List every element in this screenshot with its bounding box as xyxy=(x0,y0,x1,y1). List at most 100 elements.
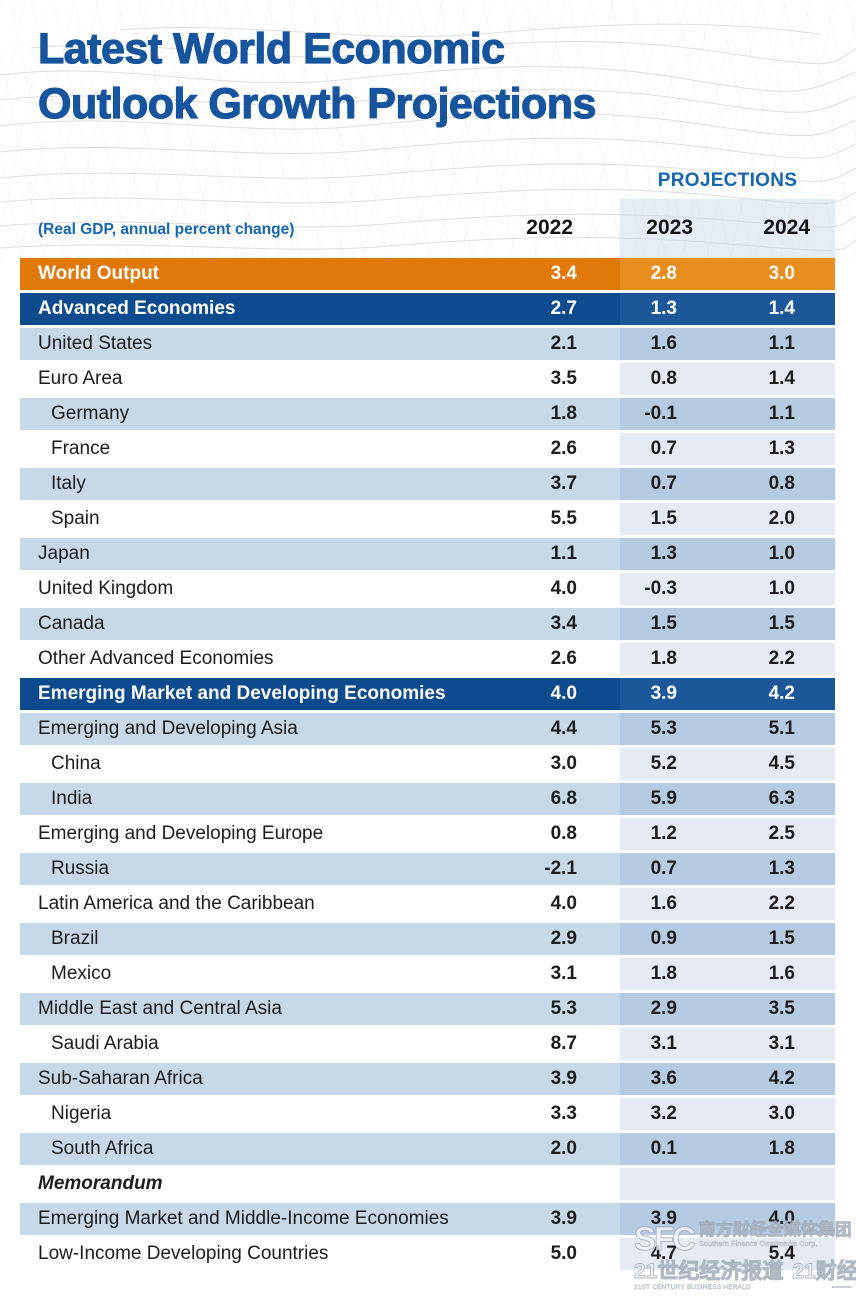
cell-2022: 3.4 xyxy=(550,263,577,284)
cell-2024: 1.4 xyxy=(722,363,835,395)
cell-2022: 8.7 xyxy=(550,1033,577,1054)
table-row: Germany 1.8 -0.1 1.1 xyxy=(20,398,835,430)
cell-2022: 2.7 xyxy=(550,298,577,319)
row-label: Japan xyxy=(38,543,90,564)
cell-2023: 5.2 xyxy=(620,748,722,780)
cell-2024: 1.6 xyxy=(722,958,835,990)
cell-2023: 0.9 xyxy=(620,923,722,955)
cell-2022: 2.9 xyxy=(550,928,577,949)
cell-2024: 1.1 xyxy=(722,398,835,430)
table-row: Emerging and Developing Europe 0.8 1.2 2.5 xyxy=(20,818,835,850)
table-row: Latin America and the Caribbean 4.0 1.6 2.2 xyxy=(20,888,835,920)
row-label: Emerging and Developing Asia xyxy=(38,718,298,739)
gdp-growth-table: World Output 3.4 2.8 3.0 Advanced Economies 2… xyxy=(20,258,835,1273)
table-row: Brazil 2.9 0.9 1.5 xyxy=(20,923,835,955)
table-subtitle: (Real GDP, annual percent change) xyxy=(38,221,295,238)
cell-2024: 2.2 xyxy=(722,888,835,920)
cell-2023 xyxy=(620,1168,722,1200)
cell-2024: 4.2 xyxy=(722,1063,835,1095)
table-row: Saudi Arabia 8.7 3.1 3.1 xyxy=(20,1028,835,1060)
row-label: Emerging Market and Middle-Income Econom… xyxy=(38,1208,449,1229)
year-header-2024: 2024 xyxy=(763,216,810,239)
table-row: Emerging Market and Middle-Income Econom… xyxy=(20,1203,835,1235)
cell-2023: 5.9 xyxy=(620,783,722,815)
cell-2023: 1.2 xyxy=(620,818,722,850)
cell-2022: 3.9 xyxy=(550,1068,577,1089)
cell-2023: 2.8 xyxy=(620,258,722,290)
row-label: Spain xyxy=(51,508,100,529)
table-row: Sub-Saharan Africa 3.9 3.6 4.2 xyxy=(20,1063,835,1095)
page-title: Latest World Economic Outlook Growth Pro… xyxy=(37,22,597,132)
cell-2024: 4.2 xyxy=(722,678,835,710)
row-label: Brazil xyxy=(51,928,99,949)
cell-2024: 3.1 xyxy=(722,1028,835,1060)
table-row: Nigeria 3.3 3.2 3.0 xyxy=(20,1098,835,1130)
cell-2024: 1.0 xyxy=(722,538,835,570)
page-title-line1: Latest World Economic xyxy=(37,24,505,73)
sfc-logo: SFC xyxy=(634,1220,697,1257)
cell-2024: 4.0 xyxy=(722,1203,835,1235)
cell-2023: 0.1 xyxy=(620,1133,722,1165)
cell-2023: 1.6 xyxy=(620,328,722,360)
table-row: France 2.6 0.7 1.3 xyxy=(20,433,835,465)
watermark-row-small: 21ST CENTURY BUSINESS HERALD ▫▫▫▫▫▫▫▫ xyxy=(634,1284,852,1292)
table-row: Canada 3.4 1.5 1.5 xyxy=(20,608,835,640)
cell-2022: 4.4 xyxy=(550,718,577,739)
cell-2022: 2.0 xyxy=(550,1138,577,1159)
cell-2024: 4.5 xyxy=(722,748,835,780)
watermark-herald-cn: 21世纪经济报道 xyxy=(634,1260,784,1283)
watermark-herald-en: 21ST CENTURY BUSINESS HERALD xyxy=(634,1284,751,1291)
row-label: United States xyxy=(38,333,153,354)
cell-2022: 1.1 xyxy=(550,543,577,564)
cell-2022: 3.4 xyxy=(550,613,577,634)
table-row: World Output 3.4 2.8 3.0 xyxy=(20,258,835,290)
row-label: South Africa xyxy=(51,1138,154,1159)
cell-2024: 3.5 xyxy=(722,993,835,1025)
cell-2024: 2.0 xyxy=(722,503,835,535)
projections-label: PROJECTIONS xyxy=(657,170,798,191)
cell-2022: 2.6 xyxy=(550,438,577,459)
cell-2023: 1.6 xyxy=(620,888,722,920)
table-row: Memorandum xyxy=(20,1168,835,1200)
cell-2023: 0.7 xyxy=(620,853,722,885)
watermark-row-sfc: SFC 南方财经全媒体集团 Southern Finance Omnimedia… xyxy=(634,1220,852,1257)
page-title-line2: Outlook Growth Projections xyxy=(37,79,597,128)
table-row: South Africa 2.0 0.1 1.8 xyxy=(20,1133,835,1165)
row-label: Italy xyxy=(51,473,86,494)
row-label: Advanced Economies xyxy=(38,298,236,319)
cell-2022: 0.8 xyxy=(550,823,577,844)
table-row: Low-Income Developing Countries 5.0 4.7 5.4 xyxy=(20,1238,835,1270)
cell-2023: -0.1 xyxy=(620,398,722,430)
row-label: Nigeria xyxy=(51,1103,112,1124)
projections-band xyxy=(620,199,835,258)
cell-2023: 5.3 xyxy=(620,713,722,745)
row-label: Middle East and Central Asia xyxy=(38,998,282,1019)
row-label: Sub-Saharan Africa xyxy=(38,1068,203,1089)
row-label: Canada xyxy=(38,613,105,634)
table-row: Russia -2.1 0.7 1.3 xyxy=(20,853,835,885)
row-label: World Output xyxy=(38,263,160,284)
cell-2023: 3.6 xyxy=(620,1063,722,1095)
watermark: SFC 南方财经全媒体集团 Southern Finance Omnimedia… xyxy=(634,1220,856,1292)
cell-2024: 1.3 xyxy=(722,853,835,885)
table-row: Advanced Economies 2.7 1.3 1.4 xyxy=(20,293,835,325)
cell-2022: 1.8 xyxy=(550,403,577,424)
cell-2023: 3.9 xyxy=(620,678,722,710)
cell-2024: 1.1 xyxy=(722,328,835,360)
cell-2023: 0.7 xyxy=(620,468,722,500)
cell-2022: 2.6 xyxy=(550,648,577,669)
row-label: United Kingdom xyxy=(38,578,174,599)
cell-2024: 1.5 xyxy=(722,923,835,955)
cell-2022: 3.0 xyxy=(550,753,577,774)
cell-2024: 1.3 xyxy=(722,433,835,465)
table-row: United Kingdom 4.0 -0.3 1.0 xyxy=(20,573,835,605)
cell-2023: 4.7 xyxy=(620,1238,722,1270)
cell-2022: 3.1 xyxy=(550,963,577,984)
year-header-2022: 2022 xyxy=(526,216,573,239)
table-row: Italy 3.7 0.7 0.8 xyxy=(20,468,835,500)
table-row: Middle East and Central Asia 5.3 2.9 3.5 xyxy=(20,993,835,1025)
cell-2022: 2.1 xyxy=(550,333,577,354)
watermark-group-en: Southern Finance Omnimedia Corp. xyxy=(699,1240,818,1248)
row-label: Mexico xyxy=(51,963,112,984)
cell-2024: 0.8 xyxy=(722,468,835,500)
